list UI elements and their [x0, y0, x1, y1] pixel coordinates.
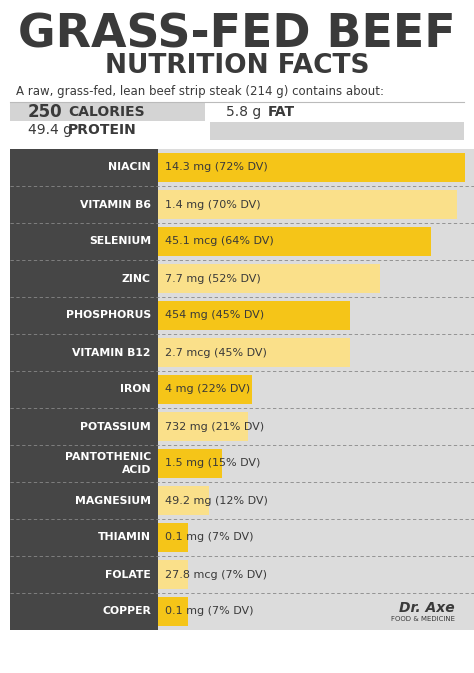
FancyBboxPatch shape — [10, 334, 158, 371]
Text: 1.5 mg (15% DV): 1.5 mg (15% DV) — [165, 458, 260, 468]
FancyBboxPatch shape — [158, 334, 474, 371]
Text: 732 mg (21% DV): 732 mg (21% DV) — [165, 421, 264, 431]
FancyBboxPatch shape — [10, 556, 158, 592]
Text: 49.2 mg (12% DV): 49.2 mg (12% DV) — [165, 495, 268, 505]
FancyBboxPatch shape — [10, 103, 205, 121]
Text: 49.4 g: 49.4 g — [28, 123, 72, 137]
FancyBboxPatch shape — [158, 560, 188, 589]
FancyBboxPatch shape — [158, 523, 188, 552]
Text: PHOSPHORUS: PHOSPHORUS — [66, 310, 151, 320]
FancyBboxPatch shape — [158, 482, 474, 518]
FancyBboxPatch shape — [158, 445, 474, 481]
Text: 5.8 g: 5.8 g — [226, 105, 261, 119]
Text: PROTEIN: PROTEIN — [68, 123, 137, 137]
Text: 45.1 mcg (64% DV): 45.1 mcg (64% DV) — [165, 236, 274, 246]
Text: ZINC: ZINC — [122, 273, 151, 283]
Text: Dr. Axe: Dr. Axe — [400, 601, 455, 615]
Text: VITAMIN B6: VITAMIN B6 — [80, 199, 151, 209]
FancyBboxPatch shape — [158, 264, 380, 293]
Text: COPPER: COPPER — [102, 606, 151, 616]
Text: CALORIES: CALORIES — [68, 105, 145, 119]
FancyBboxPatch shape — [158, 408, 474, 444]
Text: 2.7 mcg (45% DV): 2.7 mcg (45% DV) — [165, 347, 267, 357]
FancyBboxPatch shape — [158, 593, 474, 629]
FancyBboxPatch shape — [158, 223, 474, 260]
Text: GRASS-FED BEEF: GRASS-FED BEEF — [18, 13, 456, 57]
Text: NUTRITION FACTS: NUTRITION FACTS — [105, 53, 369, 79]
FancyBboxPatch shape — [158, 412, 248, 441]
FancyBboxPatch shape — [10, 371, 158, 407]
FancyBboxPatch shape — [10, 482, 158, 518]
Text: NIACIN: NIACIN — [109, 162, 151, 172]
FancyBboxPatch shape — [158, 375, 252, 404]
Text: IRON: IRON — [120, 384, 151, 394]
Text: POTASSIUM: POTASSIUM — [80, 421, 151, 431]
FancyBboxPatch shape — [158, 186, 474, 223]
FancyBboxPatch shape — [158, 519, 474, 555]
Text: 1.4 mg (70% DV): 1.4 mg (70% DV) — [165, 199, 261, 209]
Text: THIAMIN: THIAMIN — [98, 532, 151, 542]
FancyBboxPatch shape — [10, 149, 158, 186]
FancyBboxPatch shape — [158, 260, 474, 297]
Text: 27.8 mcg (7% DV): 27.8 mcg (7% DV) — [165, 569, 267, 579]
Text: 7.7 mg (52% DV): 7.7 mg (52% DV) — [165, 273, 261, 283]
FancyBboxPatch shape — [158, 338, 350, 367]
FancyBboxPatch shape — [10, 260, 158, 297]
Text: 14.3 mg (72% DV): 14.3 mg (72% DV) — [165, 162, 268, 172]
Text: 4 mg (22% DV): 4 mg (22% DV) — [165, 384, 250, 394]
Text: FOOD & MEDICINE: FOOD & MEDICINE — [391, 616, 455, 622]
FancyBboxPatch shape — [10, 223, 158, 260]
Text: 250: 250 — [28, 103, 63, 121]
FancyBboxPatch shape — [158, 556, 474, 592]
FancyBboxPatch shape — [158, 301, 350, 330]
FancyBboxPatch shape — [10, 186, 158, 223]
FancyBboxPatch shape — [10, 408, 158, 444]
FancyBboxPatch shape — [158, 297, 474, 334]
Text: 454 mg (45% DV): 454 mg (45% DV) — [165, 310, 264, 320]
FancyBboxPatch shape — [158, 153, 465, 182]
Text: FOLATE: FOLATE — [105, 569, 151, 579]
FancyBboxPatch shape — [158, 449, 222, 478]
Text: 0.1 mg (7% DV): 0.1 mg (7% DV) — [165, 532, 254, 542]
FancyBboxPatch shape — [158, 227, 431, 256]
FancyBboxPatch shape — [10, 593, 158, 629]
FancyBboxPatch shape — [10, 297, 158, 334]
FancyBboxPatch shape — [10, 445, 158, 481]
FancyBboxPatch shape — [158, 149, 474, 186]
Text: VITAMIN B12: VITAMIN B12 — [73, 347, 151, 357]
Text: MAGNESIUM: MAGNESIUM — [75, 495, 151, 505]
FancyBboxPatch shape — [158, 190, 457, 219]
Text: SELENIUM: SELENIUM — [89, 236, 151, 246]
Text: A raw, grass-fed, lean beef strip steak (214 g) contains about:: A raw, grass-fed, lean beef strip steak … — [16, 85, 384, 98]
FancyBboxPatch shape — [158, 371, 474, 407]
Text: PANTOTHENIC
ACID: PANTOTHENIC ACID — [65, 452, 151, 474]
FancyBboxPatch shape — [158, 486, 209, 515]
FancyBboxPatch shape — [210, 122, 464, 140]
Text: 0.1 mg (7% DV): 0.1 mg (7% DV) — [165, 606, 254, 616]
FancyBboxPatch shape — [10, 519, 158, 555]
FancyBboxPatch shape — [158, 597, 188, 626]
Text: FAT: FAT — [268, 105, 295, 119]
